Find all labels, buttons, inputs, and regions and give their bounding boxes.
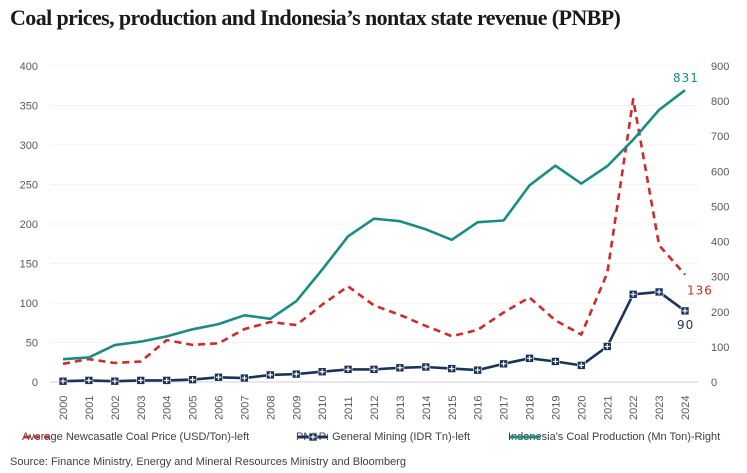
x-tick-label: 2011 <box>343 396 355 420</box>
x-tick-label: 2005 <box>188 396 200 420</box>
legend-label-pnbp: PNBP: General Mining (IDR Tn)-left <box>296 431 471 443</box>
x-tick-label: 2015 <box>447 396 459 420</box>
data-point-marker-cross <box>552 358 559 365</box>
y-right-tick-label: 0 <box>711 377 717 389</box>
y-left-tick-label: 300 <box>20 140 38 152</box>
y-right-tick-label: 600 <box>711 166 729 178</box>
data-point-marker-cross <box>164 377 170 384</box>
x-tick-label: 2000 <box>58 396 70 420</box>
data-point-marker-cross <box>241 375 248 381</box>
y-left-tick-label: 150 <box>20 259 38 271</box>
x-tick-label: 2017 <box>499 396 511 420</box>
data-point-marker-cross <box>630 291 636 297</box>
y-right-tick-label: 400 <box>711 237 729 249</box>
legend-label-production: Indonesia's Coal Production (Mn Ton)-Rig… <box>508 431 721 443</box>
x-tick-label: 2004 <box>162 396 174 420</box>
data-point-marker-cross <box>423 364 429 370</box>
data-point-marker-cross <box>475 367 481 373</box>
x-tick-label: 2009 <box>291 396 303 420</box>
data-label-coal-price: 136 <box>687 284 713 298</box>
y-right-tick-label: 300 <box>711 272 729 284</box>
x-tick-label: 2019 <box>550 396 562 420</box>
x-tick-label: 2006 <box>214 396 226 420</box>
x-tick-label: 2002 <box>110 396 122 420</box>
y-left-tick-label: 100 <box>20 298 38 310</box>
y-left-tick-label: 0 <box>32 377 38 389</box>
series-line-production <box>62 89 686 361</box>
x-tick-label: 2007 <box>239 396 251 420</box>
data-point-marker-cross <box>449 365 455 372</box>
x-tick-label: 2023 <box>654 396 666 420</box>
data-label-pnbp: 90 <box>677 318 694 332</box>
data-point-marker-cross <box>345 366 351 372</box>
data-point-marker-cross <box>86 377 92 384</box>
chart-title: Coal prices, production and Indonesia’s … <box>10 5 621 30</box>
y-right-tick-label: 200 <box>711 307 729 319</box>
series-line-coal-price <box>62 97 686 366</box>
source-note: Source: Finance Ministry, Energy and Min… <box>10 456 406 468</box>
legend-swatch-dashed-red <box>24 435 54 439</box>
data-point-marker-cross <box>138 377 144 384</box>
data-point-marker-cross <box>397 365 403 371</box>
data-point-marker-cross <box>371 366 377 372</box>
y-left-tick-label: 350 <box>20 101 38 113</box>
x-tick-label: 2016 <box>473 396 485 420</box>
chart-plot: 0 50 100 150 200 250 300 350 400 0 100 200 300 400 500… <box>20 61 730 420</box>
x-tick-label: 2008 <box>265 396 277 420</box>
x-tick-label: 2010 <box>317 396 329 420</box>
data-point-marker-cross <box>656 289 662 295</box>
y-left-tick-label: 200 <box>20 219 38 231</box>
y-left-tick-label: 50 <box>26 338 38 350</box>
legend-label-coal-price: Average Newcasatle Coal Price (USD/Ton)-… <box>22 431 250 443</box>
x-tick-label: 2012 <box>369 396 381 420</box>
y-right-tick-label: 500 <box>711 201 729 213</box>
data-point-marker-cross <box>682 308 688 314</box>
data-point-marker-cross <box>112 378 118 384</box>
x-tick-label: 2014 <box>421 396 433 420</box>
x-tick-label: 2018 <box>525 396 537 420</box>
legend-item-pnbp: PNBP: General Mining (IDR Tn)-left <box>296 431 470 443</box>
legend-item-coal-price: Average Newcasatle Coal Price (USD/Ton)-… <box>22 431 249 443</box>
data-point-marker-cross <box>500 361 507 367</box>
x-tick-label: 2020 <box>576 396 588 420</box>
legend-item-production: Indonesia's Coal Production (Mn Ton)-Rig… <box>508 431 720 443</box>
data-point-marker-cross <box>215 374 222 380</box>
y-right-tick-label: 100 <box>711 342 729 354</box>
y-left-tick-label: 250 <box>20 180 38 192</box>
y-left-tick-label: 400 <box>20 61 38 73</box>
x-tick-label: 2013 <box>395 396 407 420</box>
data-point-marker-cross <box>578 362 584 369</box>
data-point-marker-cross <box>60 378 66 384</box>
data-point-marker-cross <box>526 355 533 361</box>
x-tick-label: 2003 <box>136 396 148 420</box>
x-tick-label: 2001 <box>84 396 96 420</box>
x-tick-label: 2022 <box>628 396 640 420</box>
data-label-production: 831 <box>673 71 699 85</box>
legend-swatch-solid-teal <box>510 435 540 439</box>
data-point-marker-cross <box>267 372 273 378</box>
chart-legend: Average Newcasatle Coal Price (USD/Ton)-… <box>0 431 747 447</box>
data-point-marker-cross <box>319 369 325 375</box>
data-point-marker-cross <box>293 371 299 377</box>
y-right-tick-label: 700 <box>711 131 729 143</box>
x-tick-label: 2021 <box>602 396 614 420</box>
data-point-marker-cross <box>189 377 196 383</box>
y-right-tick-label: 800 <box>711 96 729 108</box>
legend-swatch-marker-navy <box>298 432 328 442</box>
y-right-tick-label: 900 <box>711 61 729 73</box>
data-point-marker-cross <box>604 343 610 350</box>
x-tick-label: 2024 <box>680 396 692 420</box>
